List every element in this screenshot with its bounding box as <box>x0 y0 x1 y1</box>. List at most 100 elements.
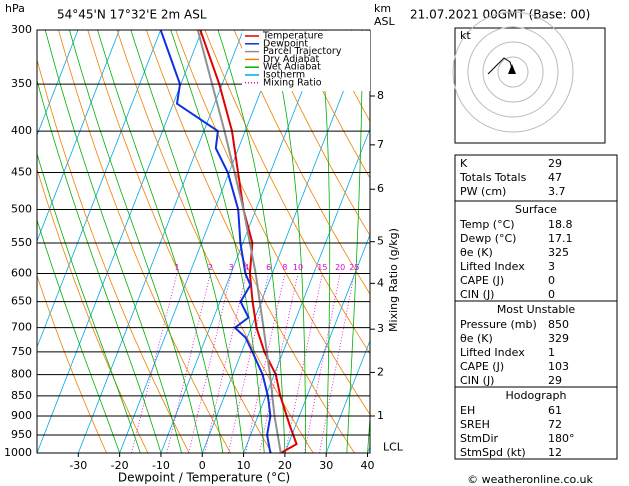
mixing-ratio-line <box>131 273 178 453</box>
footer: © weatheronline.co.uk <box>467 473 593 486</box>
km-tick-label: 7 <box>377 138 384 151</box>
isotherm <box>37 30 120 243</box>
panel-label: K <box>460 157 468 170</box>
mixing-ratio-label: 2 <box>208 263 213 272</box>
profile-line <box>196 30 282 453</box>
hodo-ring <box>482 41 544 103</box>
dry-adiabat <box>37 167 149 453</box>
mixing-ratio-line <box>259 273 299 453</box>
y2-axis-label: Mixing Ratio (g/kg) <box>387 228 400 332</box>
wet-adiabat <box>37 152 141 453</box>
panel-label: θe (K) <box>460 332 493 345</box>
y-tick-label: 550 <box>11 236 32 249</box>
km-tick-label: 3 <box>377 322 384 335</box>
hodo-trace <box>487 57 514 75</box>
km-tick-label: 2 <box>377 365 384 378</box>
y-axis-label: hPa <box>5 2 25 15</box>
panel-label: CAPE (J) <box>460 274 504 287</box>
mixing-ratio-line <box>166 273 211 453</box>
isotherm <box>325 339 370 453</box>
y-tick-label: 800 <box>11 368 32 381</box>
wet-adiabat <box>37 79 162 453</box>
dry-adiabat <box>263 30 370 237</box>
mixing-ratio-line <box>245 273 286 453</box>
dry-adiabat <box>87 30 273 453</box>
hodograph-frame <box>454 27 606 144</box>
mixing-ratio-label: 4 <box>244 263 249 272</box>
isotherm <box>284 233 370 453</box>
hodograph: kt <box>452 11 606 144</box>
panel-box <box>454 154 618 202</box>
panel-label: CIN (J) <box>460 374 494 387</box>
mixing-ratio-label: 1 <box>174 263 179 272</box>
hodo-ring <box>452 11 574 133</box>
panel-box <box>454 386 618 460</box>
mixing-ratio-label: 15 <box>317 263 327 272</box>
mixing-ratio-line <box>304 273 341 453</box>
x-tick-label: 40 <box>361 459 375 472</box>
y-tick-label: 900 <box>11 409 32 422</box>
x-axis-label: Dewpoint / Temperature (°C) <box>118 471 290 485</box>
mixing-ratio-label: 25 <box>349 263 359 272</box>
panel-value: 12 <box>548 446 562 459</box>
x-tick-label: 20 <box>278 459 292 472</box>
km-tick-label: 8 <box>377 89 384 102</box>
mixing-ratio-label: 3 <box>229 263 234 272</box>
mixing-ratio-label: 6 <box>266 263 271 272</box>
x-tick-label: 10 <box>237 459 251 472</box>
profile-line <box>159 30 272 453</box>
km-tick-label: 6 <box>377 182 384 195</box>
x-tick-label: 0 <box>199 459 206 472</box>
isotherm <box>160 30 327 453</box>
panel-value: 329 <box>548 332 569 345</box>
panel-label: PW (cm) <box>460 185 506 198</box>
km-axis-label: km <box>374 2 391 15</box>
dry-adiabat <box>116 30 314 453</box>
legend-entry: Temperature <box>262 31 323 42</box>
panel-label: CIN (J) <box>460 288 494 301</box>
dry-adiabat <box>175 30 370 416</box>
km-axis-label: ASL <box>374 15 396 28</box>
y-tick-label: 700 <box>11 321 32 334</box>
y-tick-label: 300 <box>11 23 32 36</box>
isotherm <box>37 30 79 137</box>
legend-box <box>242 31 370 91</box>
dry-adiabat <box>145 30 355 453</box>
panel-value: 47 <box>548 171 562 184</box>
mixing-ratio-label: 10 <box>293 263 303 272</box>
panel-label: EH <box>460 404 475 417</box>
panel-title: Most Unstable <box>497 303 576 316</box>
panel-value: 103 <box>548 360 569 373</box>
mixing-ratio-line <box>188 273 232 453</box>
mixing-ratio-line <box>204 273 247 453</box>
y-tick-label: 350 <box>11 77 32 90</box>
y-tick-label: 950 <box>11 428 32 441</box>
panel-value: 18.8 <box>548 218 573 231</box>
dry-adiabat <box>37 274 108 453</box>
wet-adiabat <box>37 218 120 453</box>
km-tick-label: 5 <box>377 235 384 248</box>
x-tick-label: 30 <box>319 459 333 472</box>
legend-entry: Isotherm <box>263 70 305 81</box>
panel-label: Temp (°C) <box>459 218 515 231</box>
panel-value: 3.7 <box>548 185 566 198</box>
panel-label: CAPE (J) <box>460 360 504 373</box>
mixing-ratio-line <box>319 273 355 453</box>
y-tick-label: 450 <box>11 165 32 178</box>
km-tick-label: 4 <box>377 276 384 289</box>
legend-entry: Parcel Trajectory <box>263 46 342 57</box>
storm-marker <box>508 64 516 74</box>
lcl-label: LCL <box>383 441 404 454</box>
panel-value: 180° <box>548 432 575 445</box>
hodo-ring <box>467 26 559 118</box>
isotherm <box>37 30 203 453</box>
x-tick-label: -20 <box>111 459 129 472</box>
panel-value: 29 <box>548 157 562 170</box>
legend-entry: Dry Adiabat <box>263 54 320 65</box>
panel-label: StmSpd (kt) <box>460 446 526 459</box>
wet-adiabat <box>69 30 203 453</box>
x-tick-label: -30 <box>69 459 87 472</box>
panel-label: Lifted Index <box>460 260 525 273</box>
mixing-ratio-label: 20 <box>335 263 345 272</box>
